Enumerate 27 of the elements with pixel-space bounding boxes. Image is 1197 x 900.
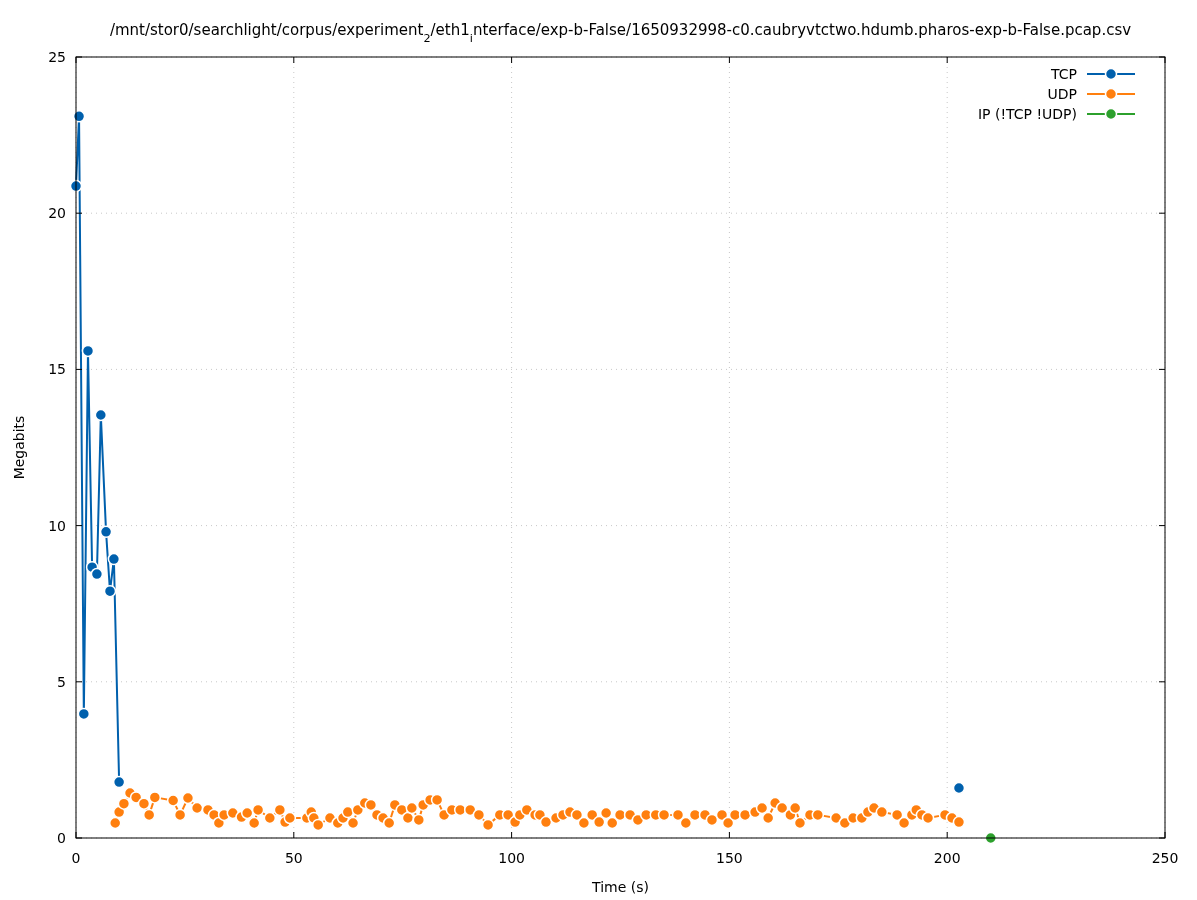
x-tick-label: 50 (284, 850, 303, 866)
x-tick-label: 250 (1151, 850, 1179, 866)
y-tick-label: 5 (57, 673, 66, 690)
point (112, 775, 126, 789)
point (103, 584, 117, 598)
y-axis-title: Megabits (11, 415, 27, 480)
x-tick-label: 0 (71, 850, 81, 866)
y-tick-label: 15 (48, 361, 66, 378)
y-tick-label: 10 (48, 517, 66, 534)
y-tick-label: 25 (48, 49, 66, 65)
legend-label: UDP (1047, 86, 1077, 102)
x-tick-label: 200 (933, 850, 961, 866)
point (94, 408, 108, 422)
legend-label: TCP (1050, 66, 1077, 82)
y-tick-label: 0 (57, 830, 66, 846)
point (952, 781, 966, 795)
x-axis-title: Time (s) (591, 879, 649, 895)
chart-title: /mnt/stor0/searchlight/corpus/experiment$_{2}$/eth1$_{i}$nterface/exp-b-False/1650932998-c0.caubryvtctwo.hdumb.pharos-exp-b-False.pcap.csv (109, 21, 1132, 45)
x-tick-label: 100 (498, 850, 525, 866)
x-tick-label: 150 (716, 850, 743, 866)
y-tick-label: 20 (48, 205, 66, 222)
point (99, 525, 113, 539)
point (90, 567, 104, 581)
point (81, 344, 95, 358)
point (77, 707, 91, 721)
point (107, 552, 121, 566)
legend-label: IP (!TCP !UDP) (977, 106, 1077, 122)
